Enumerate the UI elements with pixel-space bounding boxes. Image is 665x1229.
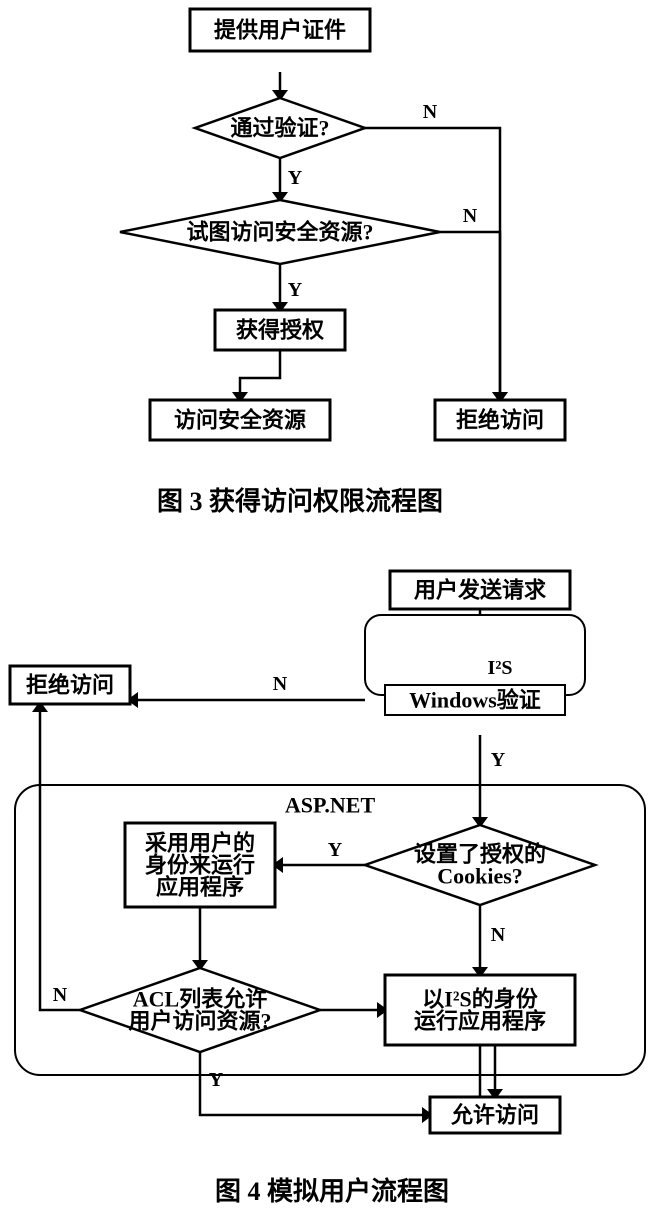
svg-text:N: N — [463, 205, 478, 227]
svg-text:通过验证?: 通过验证? — [230, 116, 329, 141]
svg-text:用户发送请求: 用户发送请求 — [414, 578, 546, 603]
svg-text:Y: Y — [209, 1069, 224, 1091]
svg-text:应用程序: 应用程序 — [156, 875, 244, 900]
svg-text:Y: Y — [491, 749, 506, 771]
svg-text:I²S: I²S — [488, 657, 513, 679]
svg-text:拒绝访问: 拒绝访问 — [26, 673, 114, 698]
svg-text:N: N — [423, 101, 438, 123]
svg-text:Cookies?: Cookies? — [437, 864, 523, 889]
svg-text:Y: Y — [288, 167, 303, 189]
svg-text:Y: Y — [288, 279, 303, 301]
svg-text:拒绝访问: 拒绝访问 — [456, 408, 544, 433]
svg-text:访问安全资源: 访问安全资源 — [174, 408, 306, 433]
svg-text:ASP.NET: ASP.NET — [285, 793, 376, 818]
svg-text:N: N — [273, 673, 288, 695]
svg-text:运行应用程序: 运行应用程序 — [414, 1009, 546, 1034]
svg-text:试图访问安全资源?: 试图访问安全资源? — [186, 220, 373, 245]
figure-4-caption: 图 4 模拟用户流程图 — [215, 1176, 449, 1206]
figure-3-caption: 图 3 获得访问权限流程图 — [157, 487, 443, 516]
svg-text:用户访问资源?: 用户访问资源? — [128, 1009, 271, 1034]
figure-4-flowchart: ASP.NETNYYNNY用户发送请求Windows验证拒绝访问设置了授权的Co… — [0, 560, 665, 1220]
svg-text:获得授权: 获得授权 — [236, 318, 325, 343]
svg-text:允许访问: 允许访问 — [450, 1103, 539, 1128]
svg-text:N: N — [491, 924, 506, 946]
svg-text:N: N — [53, 984, 68, 1006]
figure-3-flowchart: Y N Y N 提供用户证件通过验证? 试图访问安全资源? 获得授权访问安全资源 拒绝访问图 … — [0, 0, 665, 560]
svg-text:Y: Y — [328, 839, 343, 861]
svg-text:Windows验证: Windows验证 — [409, 688, 541, 713]
svg-text:提供用户证件: 提供用户证件 — [214, 18, 346, 43]
